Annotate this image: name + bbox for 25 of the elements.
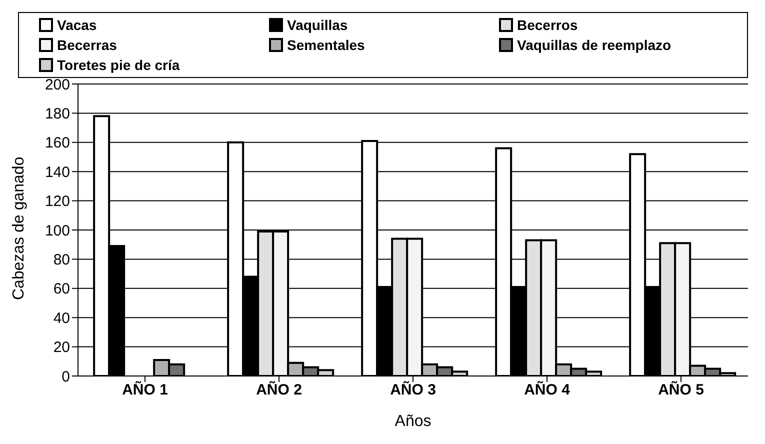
legend-label: Vacas [57,17,97,33]
y-tick-label: 0 [62,368,70,386]
y-tick-label: 200 [44,76,70,94]
y-tick-label: 180 [44,106,70,123]
legend-label: Toretes pie de cría [57,57,180,73]
x-tick-label: AÑO 2 [256,380,302,399]
legend-label: Becerros [517,17,578,33]
legend-label: Becerras [57,37,117,53]
y-tick-label: 100 [44,222,70,240]
x-tick-label: AÑO 3 [390,380,436,399]
y-tick-label: 20 [53,339,70,356]
y-tick-label: 60 [53,280,70,298]
y-tick-label: 140 [44,164,70,181]
x-tick-label: AÑO 1 [122,380,168,399]
legend-label: Vaquillas [287,17,348,33]
y-tick-label: 40 [53,310,70,327]
legend-label: Vaquillas de reemplazo [517,37,672,53]
x-tick-label: AÑO 4 [524,380,571,399]
legend-label: Sementales [287,37,365,53]
x-tick-label: AÑO 5 [658,380,704,399]
x-axis-title: Años [394,413,432,430]
y-axis-title: Cabezas de ganado [10,156,28,300]
y-tick-label: 120 [44,193,70,210]
y-tick-label: 160 [44,134,70,152]
y-tick-label: 80 [53,252,70,269]
